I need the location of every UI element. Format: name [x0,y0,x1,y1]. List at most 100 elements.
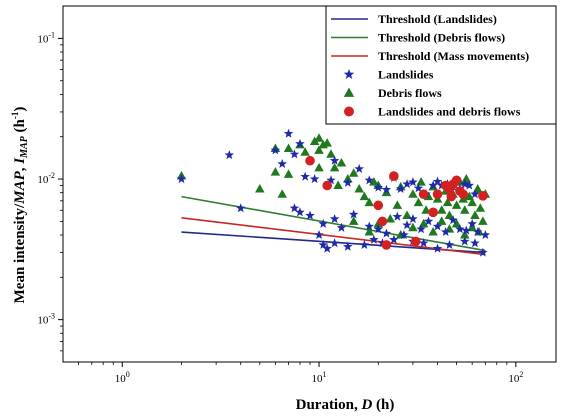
debris-flow-point [322,138,332,147]
landslide-point [478,247,488,257]
legend-item: Threshold (Debris flows) [331,31,505,45]
debris-flow-point [478,216,488,225]
debris-flow-point [459,229,470,239]
landslide-point [408,213,418,224]
landslide-point [448,215,458,225]
debris-flow-point [381,187,392,197]
debris-flow-point [255,183,265,193]
landslide-point [373,182,384,192]
landslide-point [464,180,475,190]
landslide-point [270,145,281,155]
legend-item: Debris flows [343,86,442,100]
debris-flow-point [314,162,324,172]
debris-flow-point [408,189,418,198]
landslide-point [329,155,340,165]
combined-point [428,207,438,218]
legend-item: Threshold (Landslides) [331,12,497,26]
debris-flow-point [385,213,395,223]
y-axis-label: Mean intensity/MAP, IMAP (h-1) [10,107,30,304]
landslide-point [395,183,406,194]
legend-box [325,5,557,125]
data-points [176,128,491,257]
landslide-point [399,230,409,240]
combined-point [458,189,468,200]
legend-item: Threshold (Mass movements) [331,49,529,63]
landslide-point [318,239,328,249]
legend-marker-swatch [343,69,355,79]
legend-label: Threshold (Mass movements) [378,49,529,63]
plot-frame [62,5,557,363]
debris-flow-point [348,216,359,225]
landslide-point [459,236,470,246]
landslide-point [467,218,477,228]
debris-flow-point [364,197,375,207]
debris-flow-point [283,143,294,152]
combined-point [381,240,392,250]
debris-flow-point [359,191,370,201]
legend-label: Threshold (Debris flows) [378,31,505,45]
landslide-point [432,176,443,186]
landslide-point [402,220,412,230]
debris-flow-point [451,200,462,209]
landslide-point [364,175,375,185]
debris-flow-point [451,218,462,228]
landslide-point [472,227,483,237]
landslide-point [348,209,359,219]
x-tick-label: 100 [115,370,130,385]
landslide-point [470,238,480,248]
debris-flow-point [329,162,340,172]
landslide-point [432,243,443,253]
landslide-point [318,218,328,228]
landslide-point [329,238,340,248]
landslide-point [309,174,320,184]
landslide-point [416,224,426,234]
landslide-point [283,128,294,138]
debris-flow-point [428,227,438,236]
combined-point [432,189,443,200]
landslide-point [423,216,434,226]
y-tick-label: 10-3 [37,312,55,327]
combined-point [446,191,457,202]
landslide-point [329,213,340,224]
legend-marker-swatch [344,106,354,117]
debris-flow-point [314,133,324,142]
landslide-point [432,221,443,231]
debris-flow-point [270,167,281,176]
debris-flow-point [464,191,475,201]
x-axis-label: Duration, D (h) [296,397,395,413]
combined-point [418,189,429,200]
landslide-point [459,179,470,189]
landslide-point [289,203,300,213]
x-tick-label: 101 [312,370,327,385]
debris-flow-point [277,189,287,198]
landslide-point [314,230,324,240]
legend-label: Landslides [378,68,434,82]
landslide-point [364,221,375,231]
combined-point [377,216,388,227]
debris-flow-point [348,168,359,177]
legend-label: Debris flows [378,86,442,100]
landslide-point [413,183,424,193]
legend-marker-swatch [343,87,355,97]
debris-flow-point [461,174,472,183]
legend-item: Landslides [343,68,434,82]
debris-flow-point [300,147,310,156]
landslide-point [300,171,310,181]
debris-flow-point [436,205,447,214]
landslide-point [418,238,429,248]
legend-label: Threshold (Landslides) [378,12,497,26]
debris-flow-point [442,197,453,207]
legend: Threshold (Landslides) Threshold (Debris … [325,5,557,125]
landslide-point [470,189,480,199]
debris-flow-point [314,145,324,154]
combined-point [451,175,462,186]
debris-flow-point [475,203,486,212]
axis-ticks: 100 101 102 10-1 10-2 10-3 [37,30,523,385]
debris-flow-point [309,136,320,145]
combined-point [305,155,315,166]
debris-flow-point [413,197,424,207]
threshold-line [181,195,486,252]
landslide-point [408,177,418,187]
landslide-point [369,234,379,244]
